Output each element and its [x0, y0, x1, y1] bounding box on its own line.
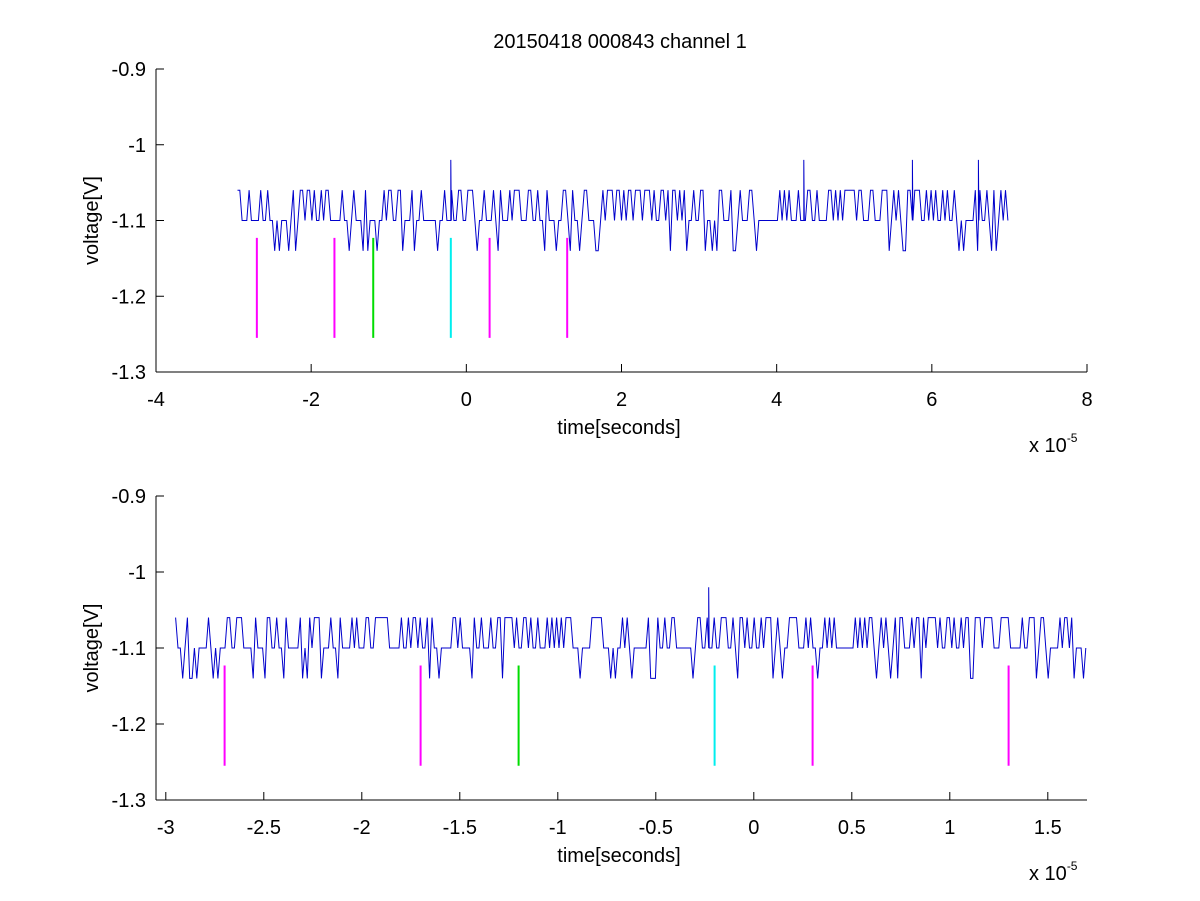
x-tick-label: 1.5	[1034, 817, 1062, 839]
signal-line	[175, 587, 1087, 679]
x-tick-label: 1	[944, 817, 955, 839]
x-axis-label: time[seconds]	[557, 417, 680, 439]
x-axis-label: time[seconds]	[557, 845, 680, 867]
y-tick-label: -1	[128, 135, 146, 157]
x-tick-label: -3	[157, 817, 175, 839]
y-tick-label: -0.9	[112, 486, 146, 508]
x-tick-label: -0.5	[639, 817, 673, 839]
x-tick-label: 6	[926, 389, 937, 411]
x-tick-label: 8	[1081, 389, 1092, 411]
y-tick-label: -1	[128, 562, 146, 584]
x-exponent-power: -5	[1067, 431, 1078, 445]
y-tick-label: -1.2	[112, 286, 146, 308]
x-tick-label: 0	[748, 817, 759, 839]
x-tick-label: -2	[353, 817, 371, 839]
figure-title: 20150418 000843 channel 1	[493, 31, 747, 53]
y-tick-label: -1.2	[112, 714, 146, 736]
x-exponent-label: x 10-5	[1029, 431, 1078, 457]
y-tick-label: -1.1	[112, 638, 146, 660]
bottom-plot: -3 -2.5 -2 -1.5 -1 -0.5 0 0.5 1 1.5 -1.3 -1.2 -1.1 -1…	[81, 486, 1087, 885]
y-tick-label: -0.9	[112, 59, 146, 81]
x-tick-label: -2	[302, 389, 320, 411]
x-tick-label: 2	[616, 389, 627, 411]
x-exponent-base: x 10	[1029, 435, 1067, 457]
y-tick-label: -1.3	[112, 362, 146, 384]
x-exponent-label: x 10-5	[1029, 859, 1078, 885]
x-exponent-base: x 10	[1029, 863, 1067, 885]
x-tick-label: -4	[147, 389, 165, 411]
top-plot: -4 -2 0 2 4 6 8 -1.3 -1.2 -1.1 -1 -0.9 time[seconds]…	[81, 59, 1093, 457]
x-tick-label: 0.5	[838, 817, 866, 839]
x-exponent-power: -5	[1067, 859, 1078, 873]
x-tick-label: 0	[461, 389, 472, 411]
y-axis-label: voltage[V]	[81, 176, 103, 265]
x-tick-label: -1.5	[443, 817, 477, 839]
signal-line	[237, 159, 1009, 252]
y-tick-label: -1.1	[112, 211, 146, 233]
x-tick-label: -2.5	[247, 817, 281, 839]
x-tick-label: 4	[771, 389, 782, 411]
y-axis-label: voltage[V]	[81, 604, 103, 693]
y-tick-label: -1.3	[112, 790, 146, 812]
x-tick-label: -1	[549, 817, 567, 839]
